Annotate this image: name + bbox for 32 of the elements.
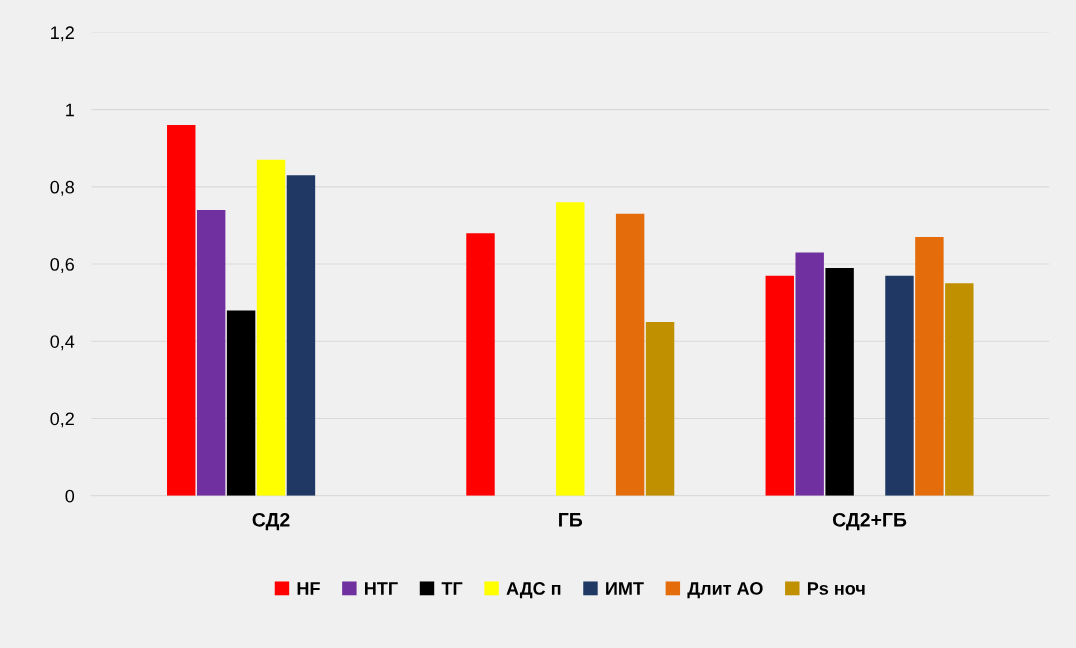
- y-tick-label: 0: [65, 489, 75, 503]
- bar: [915, 237, 944, 496]
- x-tick-label: СД2+ГБ: [832, 512, 907, 531]
- y-tick-label: 0,6: [50, 257, 74, 273]
- legend-label: Ps ноч: [807, 582, 865, 595]
- x-tick-label: ГБ: [559, 513, 583, 527]
- bar: [167, 125, 196, 496]
- bar: [765, 275, 794, 496]
- legend-label: Длит АО: [687, 582, 763, 599]
- legend-label: ТГ: [441, 582, 463, 595]
- bar: [286, 175, 316, 496]
- legend-label: ИМТ: [606, 582, 644, 595]
- bar: [226, 310, 256, 496]
- bar: [885, 275, 914, 496]
- bar: [556, 202, 585, 496]
- bar: [795, 252, 824, 496]
- legend-label: АДС п: [506, 582, 561, 599]
- legend-label: HF: [297, 582, 320, 595]
- bar: [615, 213, 645, 496]
- bar: [825, 267, 854, 496]
- x-tick-label: СД2: [252, 512, 290, 531]
- bar: [466, 233, 495, 496]
- legend-label: НТГ: [365, 582, 398, 595]
- bar: [945, 283, 974, 496]
- y-tick-label: 0,2: [50, 412, 74, 428]
- y-tick-label: 1: [66, 103, 74, 117]
- bar: [645, 321, 675, 496]
- bar: [196, 210, 226, 496]
- y-tick-label: 1,2: [51, 26, 74, 42]
- y-tick-label: 0,8: [50, 180, 75, 196]
- bar: [256, 159, 286, 496]
- y-tick-label: 0,4: [50, 335, 75, 351]
